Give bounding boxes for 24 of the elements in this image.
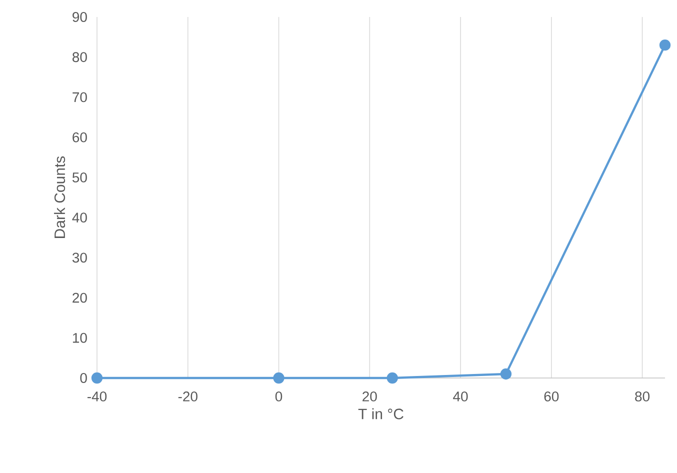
y-tick-label: 10 [72,332,87,343]
x-tick-label: 20 [362,392,377,402]
y-tick-label: 40 [72,212,87,223]
x-tick-label: -40 [88,392,107,402]
y-tick-label: 50 [72,172,87,182]
point [386,372,398,384]
x-axis-title: T in °C [358,408,404,420]
point [500,368,512,380]
y-tick-label: 80 [72,52,87,62]
y-tick-label: 30 [72,252,87,263]
point [91,372,103,384]
x-tick-label: 0 [275,392,282,402]
x-tick-label: 60 [544,392,559,402]
y-tick-label: 20 [72,292,87,303]
x-tick-label: 40 [453,392,468,402]
x-tick-label: -20 [178,392,198,402]
y-axis-title: Dark Counts [54,156,66,238]
y-tick-label: 90 [72,12,87,22]
y-tick-label: 0 [80,373,87,383]
y-tick-label: 60 [72,132,87,142]
x-tick-label: 80 [635,392,650,402]
point [273,372,284,384]
point [659,40,671,51]
y-tick-label: 70 [72,92,87,102]
